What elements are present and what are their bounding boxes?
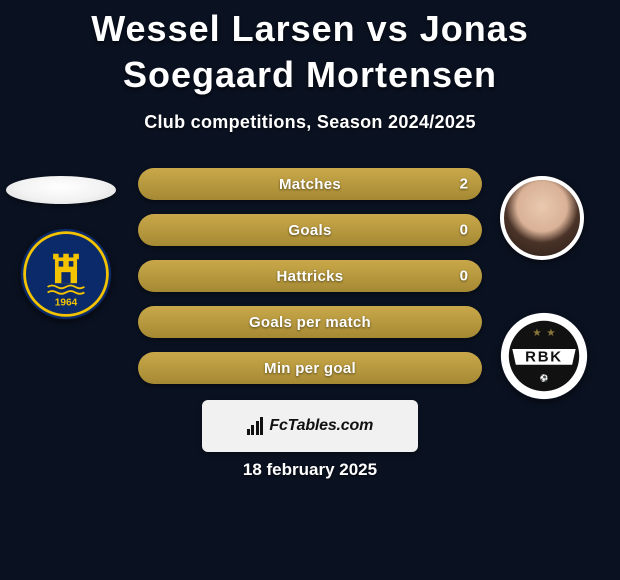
stat-row-min-per-goal: Min per goal xyxy=(138,352,482,384)
stat-label: Goals per match xyxy=(249,314,371,331)
player-photo-icon xyxy=(500,176,584,260)
rosenborg-crest-icon: ★ ★ RBK ⚽ xyxy=(500,312,588,400)
svg-text:⚽: ⚽ xyxy=(539,374,549,383)
player-left-oval xyxy=(6,176,116,204)
brondby-crest-icon: 1964 xyxy=(20,228,112,320)
stat-label: Hattricks xyxy=(277,268,344,285)
stat-row-matches: Matches 2 xyxy=(138,168,482,200)
bars-icon xyxy=(247,417,264,435)
svg-text:★: ★ xyxy=(532,327,542,339)
stat-value-right: 2 xyxy=(460,176,468,193)
subtitle: Club competitions, Season 2024/2025 xyxy=(0,112,620,133)
page-title: Wessel Larsen vs Jonas Soegaard Mortense… xyxy=(0,0,620,98)
date-text: 18 february 2025 xyxy=(0,460,620,480)
crest-year: 1964 xyxy=(55,297,78,308)
stat-label: Matches xyxy=(279,176,341,193)
svg-text:★: ★ xyxy=(546,327,556,339)
stat-label: Min per goal xyxy=(264,360,356,377)
stat-value-right: 0 xyxy=(460,268,468,285)
brand-badge: FcTables.com xyxy=(202,400,418,452)
stat-row-hattricks: Hattricks 0 xyxy=(138,260,482,292)
crest-initials: RBK xyxy=(525,348,563,365)
stat-row-goals-per-match: Goals per match xyxy=(138,306,482,338)
stat-label: Goals xyxy=(288,222,331,239)
stat-row-goals: Goals 0 xyxy=(138,214,482,246)
brand-text: FcTables.com xyxy=(269,417,373,435)
stat-value-right: 0 xyxy=(460,222,468,239)
stat-bars: Matches 2 Goals 0 Hattricks 0 Goals per … xyxy=(138,168,482,384)
